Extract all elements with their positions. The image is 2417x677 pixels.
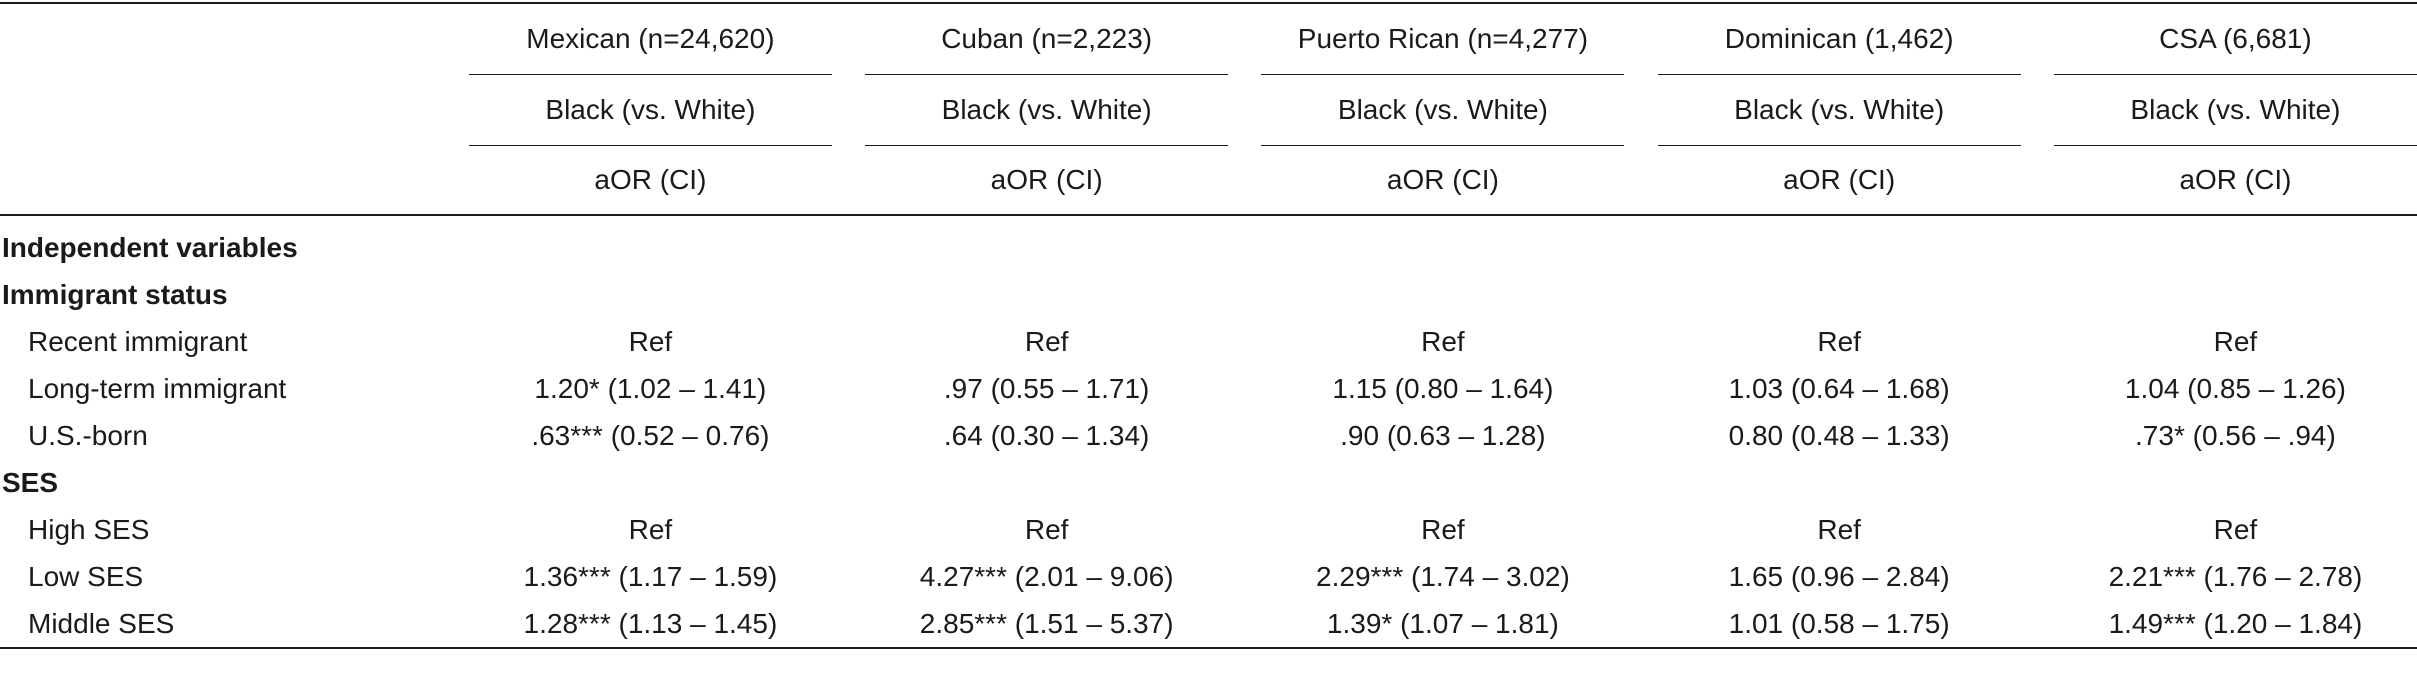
- column-header-stat: aOR (CI): [594, 164, 707, 195]
- cell-value: .97 (0.55 – 1.71): [943, 372, 1150, 404]
- row-label: Middle SES: [0, 600, 469, 649]
- cell-value: 1.28*** (1.13 – 1.45): [468, 600, 832, 649]
- cell-value: 1.15 (0.80 – 1.64): [1332, 372, 1554, 404]
- column-header-group: Cuban (n=2,223): [865, 2, 1229, 75]
- header-row-contrast: Black (vs. White) Black (vs. White) Blac…: [0, 74, 2417, 146]
- cell-value: 4.27*** (2.01 – 9.06): [919, 560, 1174, 592]
- cell-value: .64 (0.30 – 1.34): [943, 419, 1150, 451]
- header-row-stat: aOR (CI) aOR (CI) aOR (CI) aOR (CI) aOR …: [0, 146, 2417, 216]
- cell-value: 2.29*** (1.74 – 3.02): [1316, 560, 1570, 592]
- column-header-contrast: Black (vs. White): [1657, 74, 2021, 146]
- results-table: Mexican (n=24,620) Cuban (n=2,223) Puert…: [0, 2, 2417, 649]
- cell-value: Ref: [2213, 325, 2258, 357]
- table-row: Middle SES 1.28*** (1.13 – 1.45) 2.85***…: [0, 600, 2417, 649]
- cell-value: 1.04 (0.85 – 1.26): [2124, 372, 2346, 404]
- table-row: U.S.-born .63*** (0.52 – 0.76) .64 (0.30…: [0, 412, 2417, 459]
- header-corner: [0, 2, 469, 75]
- cell-value: 2.21*** (1.76 – 2.78): [2108, 560, 2363, 592]
- cell-value: Ref: [1817, 325, 1861, 357]
- cell-value: 1.03 (0.64 – 1.68): [1728, 372, 1950, 404]
- cell-value: Ref: [1024, 513, 1069, 545]
- cell-value: .90 (0.63 – 1.28): [1340, 419, 1546, 451]
- column-header-stat: aOR (CI): [1783, 164, 1896, 195]
- table-row: SES: [0, 459, 2417, 506]
- cell-value: Ref: [1024, 325, 1069, 357]
- header-rule: [0, 214, 2417, 224]
- column-header-contrast: Black (vs. White): [1261, 74, 1625, 146]
- row-label: U.S.-born: [28, 419, 148, 451]
- column-header-contrast: Black (vs. White): [2053, 74, 2417, 146]
- row-label: Recent immigrant: [28, 325, 248, 357]
- cell-value: Ref: [1817, 513, 1861, 545]
- cell-value: .73* (0.56 – .94): [2135, 419, 2336, 451]
- row-label: Long-term immigrant: [28, 372, 287, 404]
- cell-value: 1.01 (0.58 – 1.75): [1657, 600, 2021, 649]
- column-header-group: Mexican (n=24,620): [468, 2, 832, 75]
- row-label: High SES: [28, 513, 150, 545]
- table-row: High SES Ref Ref Ref Ref Ref: [0, 506, 2417, 553]
- cell-value: Ref: [2213, 513, 2258, 545]
- table-row: Long-term immigrant 1.20* (1.02 – 1.41) …: [0, 365, 2417, 412]
- cell-value: .63*** (0.52 – 0.76): [531, 419, 770, 451]
- cell-value: Ref: [1421, 325, 1465, 357]
- cell-value: Ref: [1421, 513, 1465, 545]
- column-header-group: Dominican (1,462): [1657, 2, 2021, 75]
- column-header-group: CSA (6,681): [2053, 2, 2417, 75]
- header-row-groups: Mexican (n=24,620) Cuban (n=2,223) Puert…: [0, 2, 2417, 75]
- row-label: Low SES: [28, 560, 144, 592]
- cell-value: 1.36*** (1.17 – 1.59): [523, 560, 778, 592]
- row-label: Independent variables: [2, 231, 298, 263]
- cell-value: 2.85*** (1.51 – 5.37): [865, 600, 1229, 649]
- cell-value: Ref: [628, 325, 673, 357]
- column-header-stat: aOR (CI): [990, 164, 1103, 195]
- table-row: Recent immigrant Ref Ref Ref Ref Ref: [0, 318, 2417, 365]
- cell-value: 1.20* (1.02 – 1.41): [534, 372, 767, 404]
- cell-value: 1.49*** (1.20 – 1.84): [2053, 600, 2417, 649]
- table-row: Immigrant status: [0, 271, 2417, 318]
- row-label: Immigrant status: [2, 278, 228, 310]
- cell-value: Ref: [628, 513, 673, 545]
- column-header-group: Puerto Rican (n=4,277): [1261, 2, 1625, 75]
- column-header-stat: aOR (CI): [2179, 164, 2292, 195]
- table-row: Low SES 1.36*** (1.17 – 1.59) 4.27*** (2…: [0, 553, 2417, 600]
- column-header-contrast: Black (vs. White): [468, 74, 832, 146]
- column-header-contrast: Black (vs. White): [865, 74, 1229, 146]
- row-label: SES: [2, 466, 59, 498]
- cell-value: 0.80 (0.48 – 1.33): [1728, 419, 1950, 451]
- cell-value: 1.39* (1.07 – 1.81): [1261, 600, 1625, 649]
- cell-value: 1.65 (0.96 – 2.84): [1728, 560, 1950, 592]
- column-header-stat: aOR (CI): [1386, 164, 1499, 195]
- table-row: Independent variables: [0, 224, 2417, 271]
